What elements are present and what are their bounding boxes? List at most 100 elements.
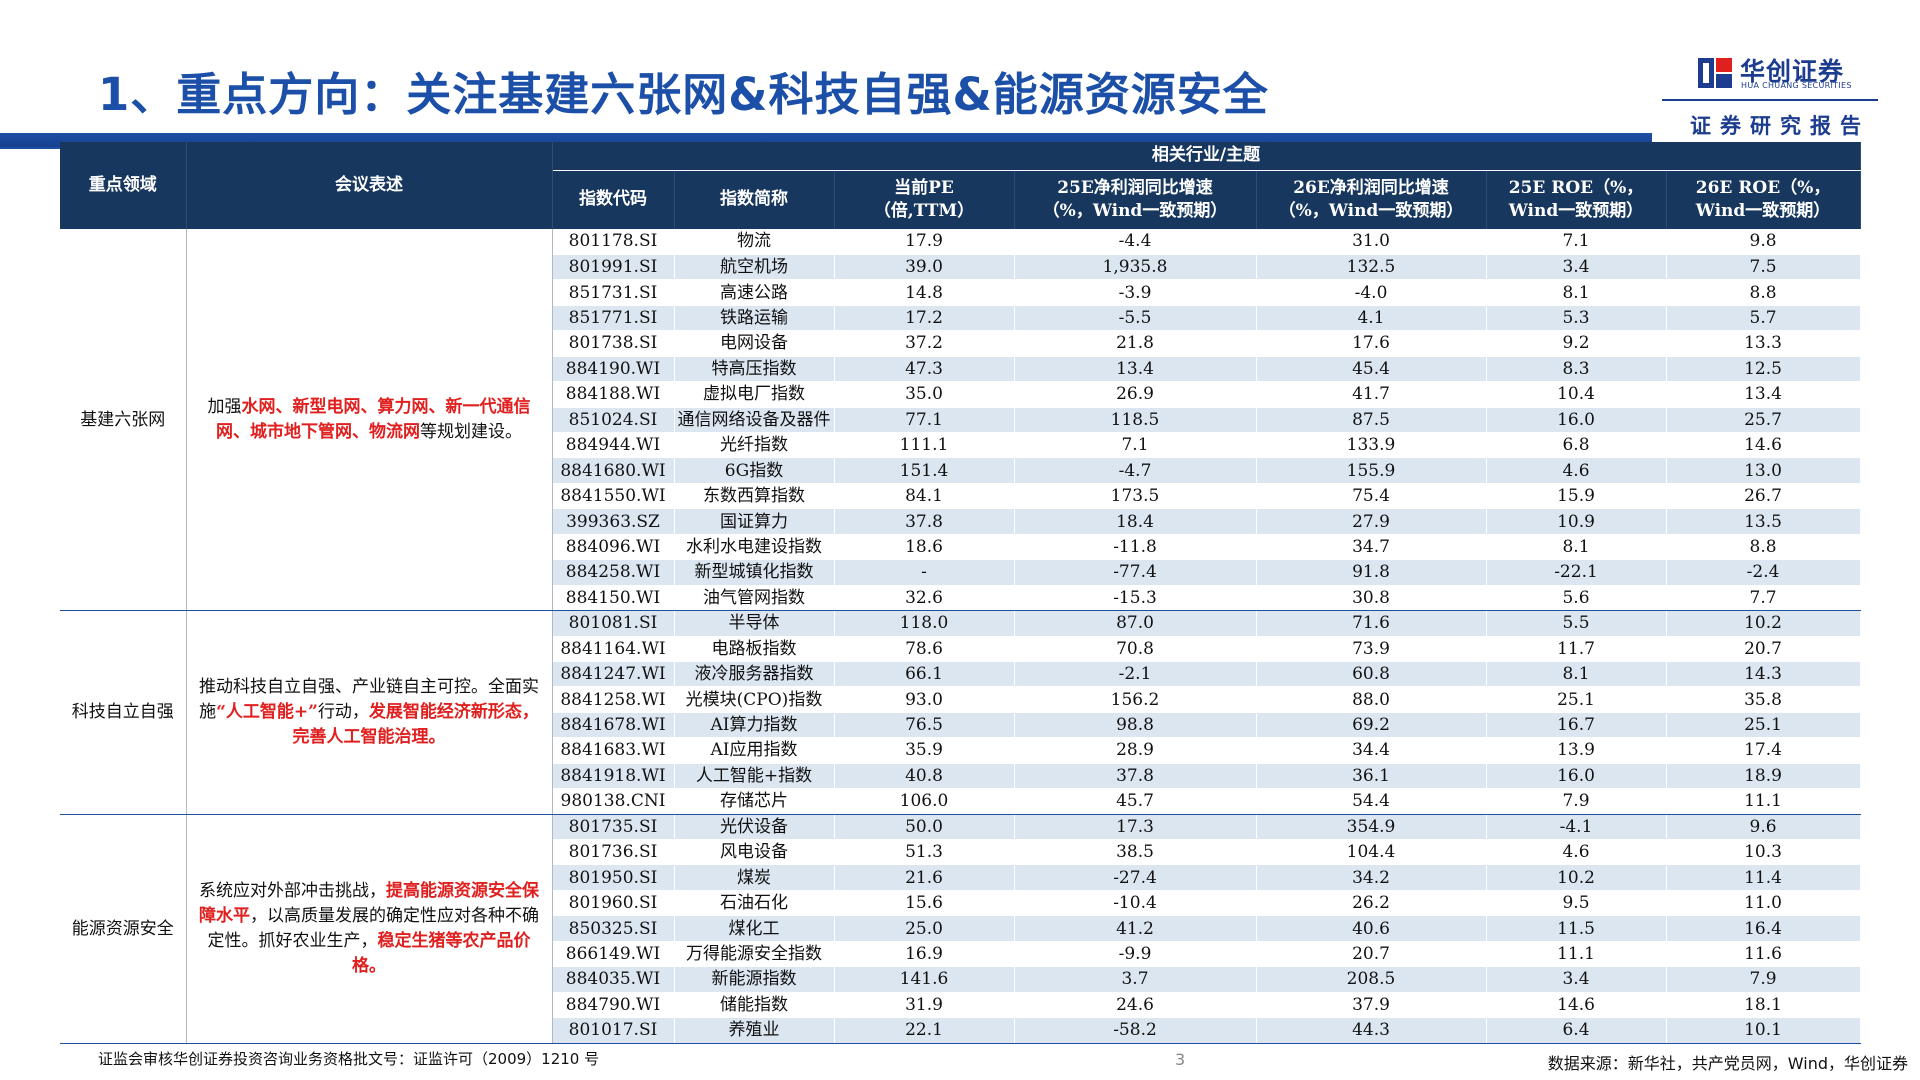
current-pe: 51.3 [834, 839, 1015, 866]
index-name: 煤炭 [674, 864, 835, 891]
index-code: 399363.SZ [552, 508, 675, 535]
roe-26e: 16.4 [1666, 915, 1861, 942]
statement-segment: 推动科技自立自强、产业链自主可控。全面实施 [199, 676, 539, 722]
index-name: 新型城镇化指数 [674, 559, 835, 586]
table-row: 851024.SI 通信网络设备及器件 77.1 118.5 87.5 16.0 25.7 [60, 407, 1861, 434]
table-row: 850325.SI 煤化工 25.0 41.2 40.6 11.5 16.4 [60, 915, 1861, 942]
current-pe: 76.5 [834, 712, 1015, 739]
index-code: 801950.SI [552, 864, 675, 891]
roe-25e: 3.4 [1486, 966, 1667, 993]
index-code: 884035.WI [552, 966, 675, 993]
roe-26e: 10.3 [1666, 839, 1861, 866]
index-name: 铁路运输 [674, 305, 835, 332]
profit-growth-25e: 17.3 [1014, 814, 1257, 841]
roe-25e: 16.0 [1486, 763, 1667, 790]
roe-26e: 18.9 [1666, 763, 1861, 790]
current-pe: 118.0 [834, 610, 1015, 637]
index-code: 8841258.WI [552, 686, 675, 713]
index-code: 884150.WI [552, 585, 675, 612]
roe-26e: 10.2 [1666, 610, 1861, 637]
header-profit26: 26E净利润同比增速 （%，Wind一致预期） [1256, 170, 1487, 229]
index-code: 851731.SI [552, 279, 675, 306]
statement-segment: 发展智能经济新形态，完善人工智能治理。 [292, 701, 539, 747]
roe-25e: -4.1 [1486, 814, 1667, 841]
roe-25e: 5.3 [1486, 305, 1667, 332]
profit-growth-25e: -4.7 [1014, 457, 1257, 484]
header-roe25: 25E ROE（%， Wind一致预期） [1486, 170, 1667, 229]
index-name: 存储芯片 [674, 788, 835, 815]
current-pe: 16.9 [834, 941, 1015, 968]
current-pe: 17.2 [834, 305, 1015, 332]
current-pe: 50.0 [834, 814, 1015, 841]
index-name: 物流 [674, 229, 835, 255]
current-pe: 66.1 [834, 661, 1015, 688]
profit-growth-25e: 18.4 [1014, 508, 1257, 535]
roe-26e: 8.8 [1666, 279, 1861, 306]
table-body: 基建六张网 加强水网、新型电网、算力网、新一代通信网、城市地下管网、物流网等规划建… [60, 229, 1861, 1044]
index-code: 866149.WI [552, 941, 675, 968]
roe-25e: 10.9 [1486, 508, 1667, 535]
profit-growth-26e: 4.1 [1256, 305, 1487, 332]
table-row: 884944.WI 光纤指数 111.1 7.1 133.9 6.8 14.6 [60, 432, 1861, 459]
statement-segment: 系统应对外部冲击挑战， [199, 880, 386, 901]
header-profit25: 25E净利润同比增速 （%，Wind一致预期） [1014, 170, 1257, 229]
focus-area: 科技自立自强 [60, 610, 187, 815]
table-row: 884190.WI 特高压指数 47.3 13.4 45.4 8.3 12.5 [60, 356, 1861, 383]
profit-growth-26e: 104.4 [1256, 839, 1487, 866]
index-name: 风电设备 [674, 839, 835, 866]
index-code: 884190.WI [552, 356, 675, 383]
header-name: 指数简称 [674, 170, 835, 229]
index-name: 油气管网指数 [674, 585, 835, 612]
index-name: 液冷服务器指数 [674, 661, 835, 688]
roe-25e: -22.1 [1486, 559, 1667, 586]
table-row: 851771.SI 铁路运输 17.2 -5.5 4.1 5.3 5.7 [60, 305, 1861, 332]
header-code: 指数代码 [552, 170, 675, 229]
profit-growth-25e: 118.5 [1014, 407, 1257, 434]
roe-26e: 7.7 [1666, 585, 1861, 612]
footer-source: 数据来源：新华社，共产党员网，Wind，华创证券 [1547, 1054, 1908, 1073]
profit-growth-25e: 41.2 [1014, 915, 1257, 942]
profit-growth-25e: -4.4 [1014, 229, 1257, 255]
roe-26e: 35.8 [1666, 686, 1861, 713]
table-row: 8841680.WI 6G指数 151.4 -4.7 155.9 4.6 13.0 [60, 457, 1861, 484]
index-name: 半导体 [674, 610, 835, 637]
statement-segment: 行动， [317, 701, 369, 722]
profit-growth-26e: 73.9 [1256, 636, 1487, 662]
roe-25e: 7.9 [1486, 788, 1667, 815]
profit-growth-26e: 87.5 [1256, 407, 1487, 434]
index-name: 电网设备 [674, 330, 835, 357]
roe-26e: 14.6 [1666, 432, 1861, 459]
profit-growth-25e: 21.8 [1014, 330, 1257, 357]
current-pe: - [834, 559, 1015, 586]
statement-segment: 加强 [207, 396, 242, 417]
profit-growth-26e: 34.2 [1256, 864, 1487, 891]
current-pe: 18.6 [834, 534, 1015, 561]
index-code: 980138.CNI [552, 788, 675, 815]
roe-25e: 8.1 [1486, 534, 1667, 561]
roe-25e: 10.4 [1486, 381, 1667, 408]
current-pe: 17.9 [834, 229, 1015, 255]
profit-growth-25e: -15.3 [1014, 585, 1257, 612]
roe-25e: 14.6 [1486, 992, 1667, 1019]
roe-25e: 11.7 [1486, 636, 1667, 662]
current-pe: 77.1 [834, 407, 1015, 434]
roe-25e: 5.5 [1486, 610, 1667, 637]
profit-growth-25e: 45.7 [1014, 788, 1257, 815]
table-row: 能源资源安全 系统应对外部冲击挑战，提高能源资源安全保障水平，以高质量发展的确定性… [60, 814, 1861, 1044]
roe-26e: 17.4 [1666, 737, 1861, 764]
current-pe: 47.3 [834, 356, 1015, 383]
table-row: 8841918.WI 人工智能+指数 40.8 37.8 36.1 16.0 18.9 [60, 763, 1861, 790]
profit-growth-26e: 91.8 [1256, 559, 1487, 586]
profit-growth-26e: 69.2 [1256, 712, 1487, 739]
index-code: 884258.WI [552, 559, 675, 586]
index-code: 8841680.WI [552, 457, 675, 484]
table-row: 801991.SI 航空机场 39.0 1,935.8 132.5 3.4 7.5 [60, 254, 1861, 281]
table-row: 基建六张网 加强水网、新型电网、算力网、新一代通信网、城市地下管网、物流网等规划建… [60, 229, 1861, 612]
profit-growth-26e: 36.1 [1256, 763, 1487, 790]
roe-25e: 16.0 [1486, 407, 1667, 434]
table-row: 884150.WI 油气管网指数 32.6 -15.3 30.8 5.6 7.7 [60, 585, 1861, 612]
profit-growth-26e: 27.9 [1256, 508, 1487, 535]
current-pe: 31.9 [834, 992, 1015, 1019]
statement-segment: 水网、新型电网、算力网、新一代通信网、城市地下管网、物流网 [216, 396, 531, 442]
index-code: 884944.WI [552, 432, 675, 459]
